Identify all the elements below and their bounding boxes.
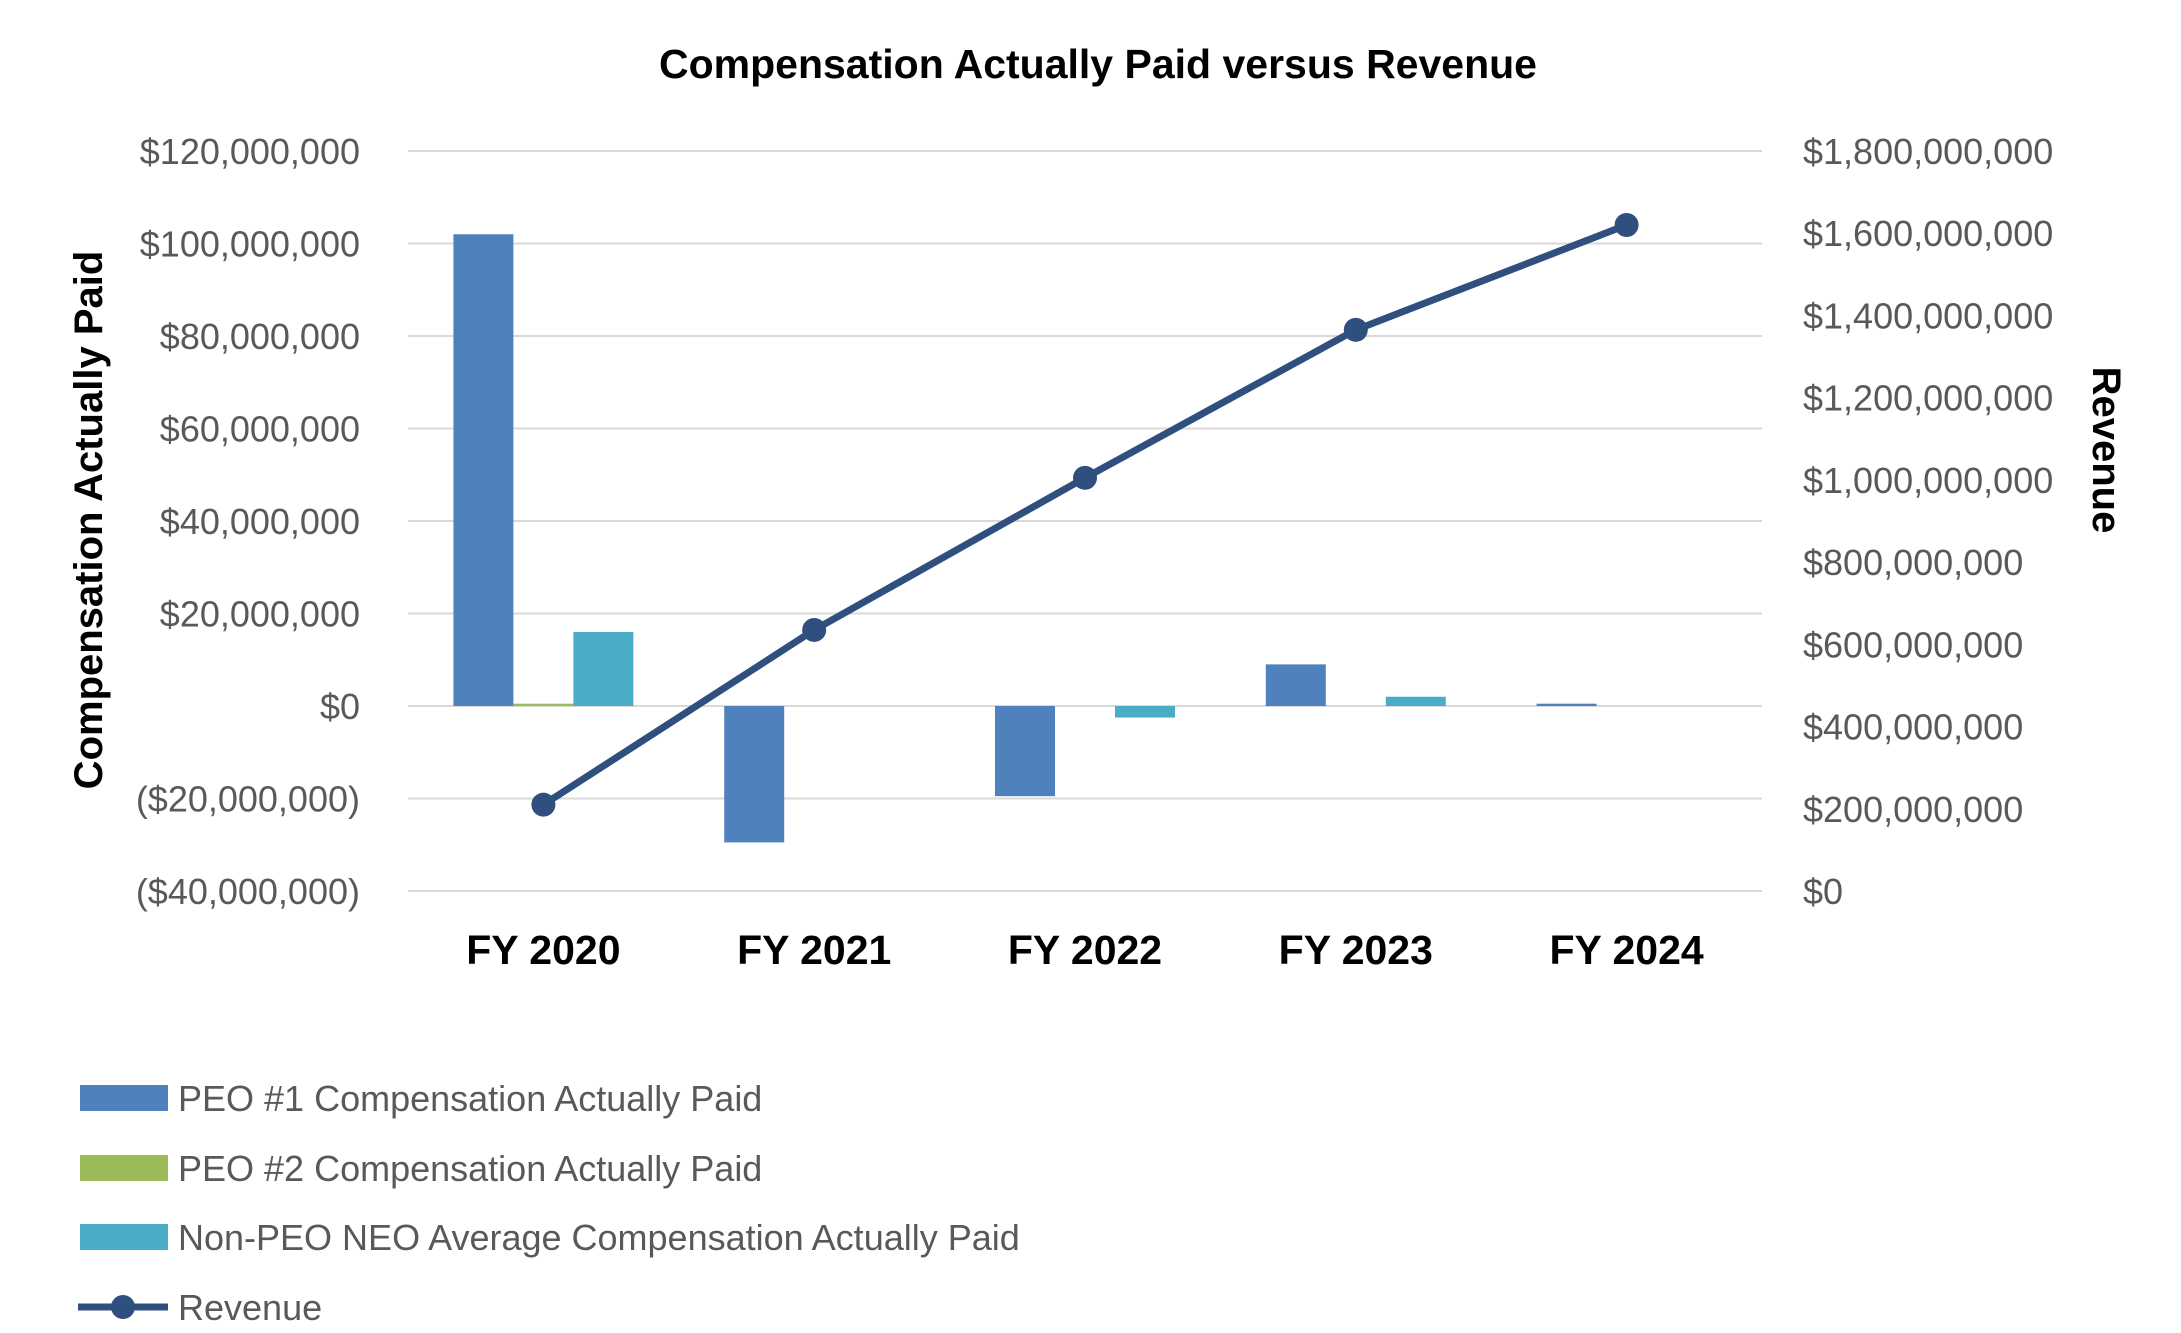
legend-swatch: [80, 1085, 168, 1111]
gridlines: [408, 150, 1762, 892]
y2-tick-label: $200,000,000: [1803, 789, 2023, 830]
x-tick-label: FY 2023: [1279, 927, 1433, 973]
legend-marker: [111, 1295, 135, 1319]
y2-tick-label: $800,000,000: [1803, 542, 2023, 583]
legend-swatch: [80, 1155, 168, 1181]
y2-tick-label: $1,400,000,000: [1803, 295, 2053, 336]
revenue-point-fy-2023: [1343, 317, 1368, 342]
y-tick-label: $80,000,000: [160, 316, 360, 357]
legend-label: Non-PEO NEO Average Compensation Actuall…: [178, 1217, 1020, 1258]
bar-peo-1-compensation-actually-paid-fy-2023: [1265, 664, 1326, 706]
y-tick-label: $0: [320, 686, 360, 727]
legend-label: PEO #2 Compensation Actually Paid: [178, 1148, 762, 1189]
y-tick-label: ($40,000,000): [136, 871, 360, 912]
y2-tick-label: $600,000,000: [1803, 624, 2023, 665]
x-tick-label: FY 2022: [1008, 927, 1162, 973]
revenue-line-series: [531, 213, 1639, 817]
legend-label: Revenue: [178, 1287, 322, 1328]
bar-peo-1-compensation-actually-paid-fy-2020: [453, 234, 514, 706]
y2-axis-title: Revenue: [2084, 367, 2128, 534]
y-tick-label: $100,000,000: [140, 224, 360, 265]
revenue-point-fy-2021: [802, 617, 827, 642]
x-tick-label: FY 2024: [1549, 927, 1703, 973]
y2-tick-label: $1,800,000,000: [1803, 131, 2053, 172]
bar-non-peo-neo-average-compensation-actually-paid-fy-2022: [1115, 706, 1175, 718]
legend: PEO #1 Compensation Actually Paid PEO #2 …: [78, 1078, 1020, 1328]
y-tick-label: $20,000,000: [160, 594, 360, 635]
chart-title: Compensation Actually Paid versus Revenu…: [659, 41, 1537, 87]
bar-peo-2-compensation-actually-paid-fy-2020: [513, 703, 574, 706]
revenue-line: [539, 221, 1631, 809]
legend-swatch: [80, 1224, 168, 1250]
y-tick-label: $120,000,000: [140, 131, 360, 172]
y-axis-right: $1,800,000,000 $1,600,000,000 $1,400,000,0…: [1803, 131, 2053, 912]
x-tick-label: FY 2021: [737, 927, 891, 973]
revenue-point-fy-2022: [1073, 465, 1097, 490]
y2-tick-label: $400,000,000: [1803, 707, 2023, 748]
x-tick-label: FY 2020: [466, 927, 620, 973]
bar-peo-1-compensation-actually-paid-fy-2021: [724, 706, 785, 843]
y-axis-left: $120,000,000 $100,000,000 $80,000,000 $60,0…: [136, 131, 360, 912]
y-tick-label: $60,000,000: [160, 409, 360, 450]
y2-tick-label: $0: [1803, 871, 1843, 912]
revenue-point-fy-2024: [1614, 213, 1639, 237]
y2-tick-label: $1,000,000,000: [1803, 460, 2053, 501]
bar-peo-1-compensation-actually-paid-fy-2022: [995, 706, 1055, 797]
bar-non-peo-neo-average-compensation-actually-paid-fy-2020: [573, 632, 634, 706]
y-tick-label: ($20,000,000): [136, 779, 360, 820]
y2-tick-label: $1,600,000,000: [1803, 213, 2053, 254]
y-tick-label: $40,000,000: [160, 501, 360, 542]
x-axis: FY 2020 FY 2021 FY 2022 FY 2023 FY 2024: [466, 927, 1704, 973]
revenue-point-fy-2020: [531, 792, 556, 817]
y2-tick-label: $1,200,000,000: [1803, 378, 2053, 419]
legend-label: PEO #1 Compensation Actually Paid: [178, 1078, 762, 1119]
bar-non-peo-neo-average-compensation-actually-paid-fy-2023: [1385, 696, 1446, 706]
bar-peo-1-compensation-actually-paid-fy-2024: [1536, 703, 1597, 706]
y-axis-title: Compensation Actually Paid: [67, 251, 111, 790]
bars: [453, 234, 1597, 843]
